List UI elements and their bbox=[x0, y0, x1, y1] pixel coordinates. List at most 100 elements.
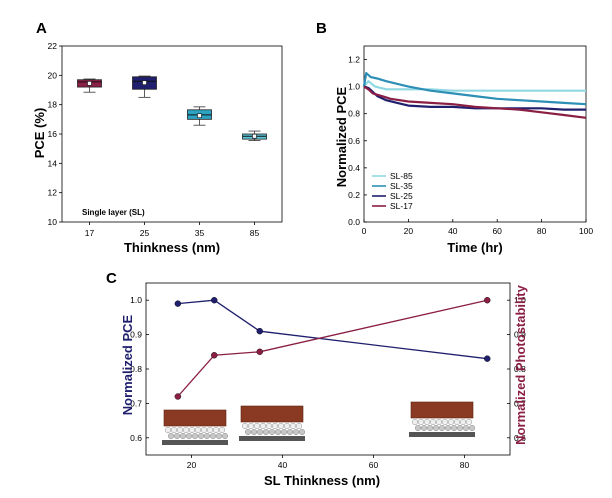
device-particle bbox=[164, 427, 171, 434]
device-particle bbox=[287, 429, 294, 436]
device-particle bbox=[260, 423, 267, 430]
panel-b-x-tick-label: 80 bbox=[537, 226, 547, 236]
device-particle bbox=[173, 433, 180, 440]
panel-c-y-left-tick-label: 0.9 bbox=[130, 330, 142, 340]
device-particle bbox=[281, 429, 288, 436]
device-particle bbox=[293, 429, 300, 436]
panel-b-y-tick-label: 0.0 bbox=[348, 217, 360, 227]
device-particle bbox=[170, 427, 177, 434]
panel-b-y-tick-label: 0.8 bbox=[348, 109, 360, 119]
panel-a-y-tick-label: 10 bbox=[48, 217, 58, 227]
device-substrate bbox=[409, 432, 475, 437]
panel-c-x-tick-label: 80 bbox=[460, 460, 470, 470]
device-illustration-17nm bbox=[162, 409, 228, 445]
panel-c-y-title-right: Normalized Photostability bbox=[513, 284, 528, 444]
legend-label-sl-35: SL-35 bbox=[390, 181, 413, 191]
panel-c-x-title: SL Thinkness (nm) bbox=[264, 473, 380, 488]
panel-b-y-tick-label: 1.0 bbox=[348, 82, 360, 92]
device-electrode bbox=[410, 401, 474, 419]
series-point-photostability bbox=[174, 393, 182, 400]
panel-b-line-chart: B 0.0 0.2 0.4 0.6 0.8 1.0 1.2 0 20 40 60 80 100 SL-85… bbox=[316, 20, 593, 255]
panel-a-y-title: PCE (%) bbox=[32, 108, 47, 159]
panel-a-y-tick-label: 18 bbox=[48, 100, 58, 110]
device-particle bbox=[269, 429, 276, 436]
device-particle bbox=[197, 433, 204, 440]
series-line-photostability bbox=[177, 299, 488, 397]
legend-label-sl-85: SL-85 bbox=[390, 171, 413, 181]
panel-c-y-title-left: Normalized PCE bbox=[120, 314, 135, 415]
series-point-pce bbox=[174, 300, 182, 307]
device-particle bbox=[244, 429, 251, 436]
panel-b-y-tick-label: 0.6 bbox=[348, 136, 360, 146]
device-particle bbox=[206, 427, 213, 434]
device-particle bbox=[185, 433, 192, 440]
series-point-pce bbox=[484, 355, 491, 362]
device-particle bbox=[167, 433, 174, 440]
device-particle bbox=[442, 419, 449, 426]
panel-b-y-tick-label: 1.2 bbox=[348, 55, 360, 65]
device-particle bbox=[221, 433, 228, 440]
panel-a-y-tick-label: 14 bbox=[48, 158, 58, 168]
panel-b-y-title: Normalized PCE bbox=[334, 86, 349, 187]
panel-c-y-left-tick-label: 1.0 bbox=[130, 295, 142, 305]
device-particle bbox=[247, 423, 254, 430]
device-particle bbox=[182, 427, 189, 434]
device-particle bbox=[272, 423, 279, 430]
panel-a-y-tick-label: 20 bbox=[48, 70, 58, 80]
panel-b-plot-area: 0.00.20.40.60.81.01.20 20 40 60 80 100SL-85SL… bbox=[348, 45, 593, 236]
panel-b-x-tick-label: 20 bbox=[404, 226, 414, 236]
series-line-pce bbox=[177, 299, 488, 360]
panel-b-y-tick-label: 0.2 bbox=[348, 190, 360, 200]
device-particle bbox=[433, 425, 440, 432]
panel-c-x-tick-label: 40 bbox=[278, 460, 288, 470]
device-particle bbox=[250, 429, 257, 436]
device-particle bbox=[421, 425, 428, 432]
device-particle bbox=[427, 425, 434, 432]
device-particle bbox=[257, 429, 264, 436]
device-particle bbox=[241, 423, 248, 430]
device-particle bbox=[253, 423, 260, 430]
panel-a-x-title: Thinkness (nm) bbox=[124, 240, 220, 255]
box-mean-marker bbox=[197, 113, 202, 118]
panel-c-dual-axis-chart: C 20 40 60 80 0.6 0.7 0.8 0.9 1.0 0.6 0.7 0.8 0.9 1.0… bbox=[106, 270, 528, 488]
panel-a-y-tick-label: 22 bbox=[48, 41, 58, 51]
device-particle bbox=[418, 419, 425, 426]
device-particle bbox=[448, 419, 455, 426]
panel-a-x-tick-label: 35 bbox=[195, 228, 205, 238]
series-point-photostability bbox=[484, 297, 491, 304]
device-particle bbox=[290, 423, 297, 430]
series-line-sl-35 bbox=[362, 71, 587, 106]
panel-c-y-right-tick-label: 0.6 bbox=[514, 433, 526, 443]
panel-a-x-tick-label: 25 bbox=[140, 228, 150, 238]
device-particle bbox=[176, 427, 183, 434]
panel-a-letter: A bbox=[36, 20, 47, 37]
device-particle bbox=[263, 429, 270, 436]
device-particle bbox=[415, 425, 422, 432]
device-particle bbox=[454, 419, 461, 426]
panel-c-y-left-tick-label: 0.7 bbox=[130, 398, 142, 408]
series-point-pce bbox=[211, 297, 218, 304]
device-illustration-85nm bbox=[409, 401, 476, 437]
device-substrate bbox=[162, 440, 228, 445]
panel-c-y-right-tick-label: 0.7 bbox=[514, 398, 526, 408]
device-particle bbox=[218, 427, 225, 434]
series-point-pce bbox=[256, 327, 263, 335]
panel-b-x-tick-label: 40 bbox=[448, 226, 458, 236]
device-particle bbox=[424, 419, 431, 426]
series-point-photostability bbox=[256, 348, 263, 355]
panel-a-plot-area: 10 12 14 16 18 20 22 17 25 35 85 bbox=[48, 41, 283, 238]
device-particle bbox=[439, 425, 446, 432]
panel-b-x-tick-label: 60 bbox=[492, 226, 502, 236]
panel-b-letter: B bbox=[316, 20, 327, 37]
panel-c-y-left-tick-label: 0.6 bbox=[130, 433, 142, 443]
series-line-sl-85 bbox=[363, 80, 586, 92]
device-particle bbox=[215, 433, 222, 440]
device-particle bbox=[203, 433, 210, 440]
device-particle bbox=[463, 425, 470, 432]
box-mean-marker bbox=[142, 80, 147, 85]
device-particle bbox=[278, 423, 285, 430]
panel-a-x-tick-label: 17 bbox=[85, 228, 95, 238]
panel-c-y-right-tick-label: 0.9 bbox=[514, 330, 526, 340]
device-particle bbox=[200, 427, 207, 434]
